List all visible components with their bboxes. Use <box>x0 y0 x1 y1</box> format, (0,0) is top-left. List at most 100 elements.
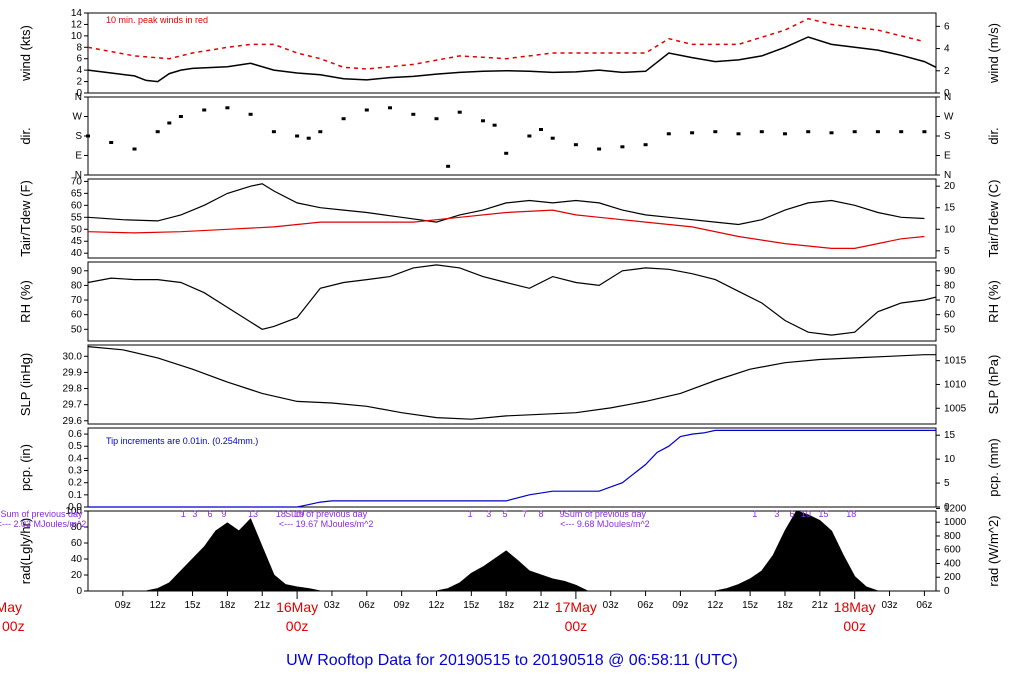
dir-point <box>829 131 834 135</box>
day-date-label: 16May <box>276 599 318 615</box>
dir-point <box>225 106 230 110</box>
radiation-sum-label: Sum of previous day <box>1 509 84 519</box>
x-tick-label: 15z <box>742 600 758 611</box>
left-tick-label: 50 <box>71 224 83 235</box>
x-tick-label: 09z <box>394 600 410 611</box>
solar-hour-mark: 3 <box>192 509 197 519</box>
radiation-sum-label: Sum of previous day <box>564 509 647 519</box>
rh-tick-left: 70 <box>71 295 83 306</box>
day-date-label: May <box>0 599 22 615</box>
rh-tick-right: 80 <box>944 280 956 291</box>
peak-wind-note: 10 min. peak winds in red <box>106 15 208 25</box>
left-tick-label: 29.8 <box>63 384 83 395</box>
panel-pcp <box>87 427 937 508</box>
day-hour-label: 00z <box>286 618 309 634</box>
y-label-left: rad(Lgly/hr) <box>18 518 33 584</box>
right-tick-label: 0 <box>944 88 950 99</box>
right-tick-label: 1200 <box>944 503 967 514</box>
dir-point <box>109 141 114 144</box>
dir-point <box>364 108 369 112</box>
dir-point <box>388 106 392 110</box>
rh-tick-left: 60 <box>71 310 83 321</box>
solar-hour-mark: 13 <box>248 509 258 519</box>
left-tick-label: 0.1 <box>68 490 82 501</box>
dir-tick-left: N <box>75 170 82 181</box>
dir-point <box>550 136 555 140</box>
y-label-left: wind (kts) <box>18 25 33 82</box>
radiation-sum-label: Sum of previous day <box>285 509 368 519</box>
x-tick-label: 12z <box>150 600 166 611</box>
day-hour-label: 00z <box>2 618 25 634</box>
dir-point <box>806 130 811 134</box>
x-tick-label: 03z <box>881 600 897 611</box>
dir-tick-right: N <box>944 92 951 103</box>
x-tick-label: 03z <box>603 600 619 611</box>
y-label-right: pcp. (mm) <box>986 438 1001 497</box>
solar-hour-mark: 1 <box>752 509 757 519</box>
dir-point <box>132 147 137 151</box>
dir-tick-left: S <box>75 131 82 142</box>
dir-point <box>202 108 207 112</box>
dir-point <box>341 117 346 121</box>
dir-point <box>411 112 416 116</box>
radiation-area <box>88 510 879 592</box>
dir-tick-right: E <box>944 151 951 162</box>
dir-point <box>690 131 695 135</box>
right-tick-label: 1005 <box>944 403 967 414</box>
right-tick-label: 10 <box>944 454 956 465</box>
rh-tick-right: 50 <box>944 324 956 335</box>
solar-hour-mark: 8 <box>539 509 544 519</box>
x-tick-label: 18z <box>498 600 514 611</box>
y-label-right: wind (m/s) <box>986 23 1001 84</box>
x-tick-label: 12z <box>428 600 444 611</box>
left-tick-label: 0.6 <box>68 429 82 440</box>
left-tick-label: 0.4 <box>68 453 82 464</box>
x-tick-label: 06z <box>916 600 932 611</box>
solar-hour-mark: 1 <box>468 509 473 519</box>
y-label-left: pcp. (in) <box>18 444 33 491</box>
right-tick-label: 6 <box>944 21 950 32</box>
dir-point <box>899 130 904 134</box>
series-line <box>87 264 937 336</box>
left-tick-label: 4 <box>76 65 82 76</box>
dir-point <box>155 130 160 134</box>
dir-tick-right: S <box>944 131 951 142</box>
dir-point <box>457 110 462 114</box>
x-tick-label: 09z <box>115 600 131 611</box>
right-tick-label: 4 <box>944 44 950 55</box>
dir-point <box>434 117 439 121</box>
left-tick-label: 0.3 <box>68 466 82 477</box>
dir-point <box>875 130 880 134</box>
solar-hour-mark: 3 <box>774 509 779 519</box>
x-tick-label: 03z <box>324 600 340 611</box>
solar-hour-mark: 9 <box>221 509 226 519</box>
left-tick-label: 55 <box>71 212 83 223</box>
rh-tick-left: 80 <box>71 280 83 291</box>
left-tick-label: 65 <box>71 188 83 199</box>
chart-title: UW Rooftop Data for 20190515 to 20190518… <box>286 652 738 669</box>
x-tick-label: 18z <box>219 600 235 611</box>
series-line <box>87 209 925 249</box>
series-line <box>87 36 937 83</box>
dir-point <box>573 143 578 147</box>
solar-hour-mark: 18 <box>276 509 286 519</box>
dir-point <box>446 164 451 168</box>
right-tick-label: 800 <box>944 531 961 542</box>
y-label-right: dir. <box>986 127 1001 144</box>
left-tick-label: 0.2 <box>68 478 82 489</box>
right-tick-label: 5 <box>944 246 950 257</box>
left-tick-label: 0 <box>76 88 82 99</box>
dir-tick-right: W <box>944 112 954 123</box>
dir-point <box>167 121 172 125</box>
x-tick-label: 21z <box>812 600 828 611</box>
y-label-right: RH (%) <box>986 280 1001 323</box>
rh-tick-right: 90 <box>944 266 956 277</box>
dir-point <box>481 119 485 123</box>
dir-point <box>783 132 787 136</box>
dir-point <box>736 132 741 136</box>
y-label-left: dir. <box>18 127 33 144</box>
dir-point <box>306 136 311 140</box>
left-tick-label: 29.9 <box>63 367 83 378</box>
right-tick-label: 2 <box>944 66 950 77</box>
